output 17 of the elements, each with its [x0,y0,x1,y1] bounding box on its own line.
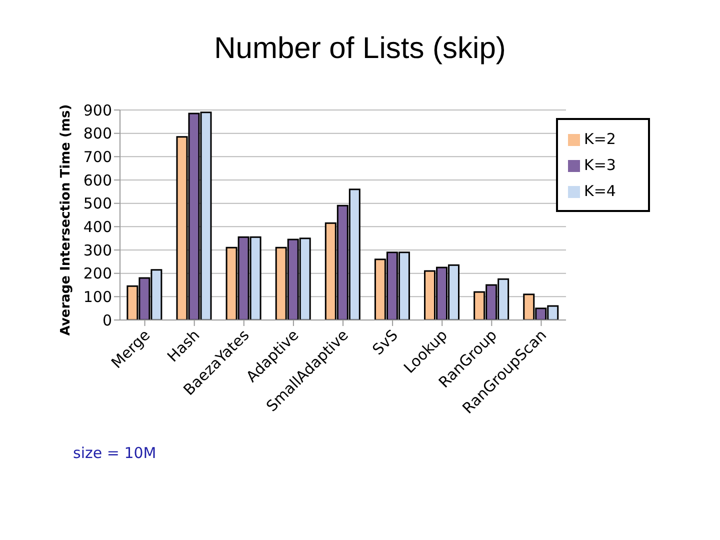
y-tick-label: 700 [83,148,112,166]
legend-label: K=2 [584,130,616,148]
x-tick-label: SvS [368,326,402,359]
y-tick-label: 200 [83,264,112,283]
y-tick-label: 800 [83,124,112,143]
legend-label: K=4 [584,182,616,200]
y-tick-label: 100 [83,288,112,306]
y-tick-label: 900 [83,101,112,120]
text: size = 10M [73,444,156,462]
y-axis-title: Average Intersection Time (ms) [58,104,74,336]
y-tick-label: 300 [83,241,112,260]
chart-title: Number of Lists (skip) [213,32,507,66]
y-tick-label: 500 [83,194,112,213]
y-tick-label: 0 [102,311,112,330]
y-tick-label: 400 [83,218,112,236]
y-tick-label: 600 [83,171,112,190]
legend-label: K=3 [584,156,616,174]
